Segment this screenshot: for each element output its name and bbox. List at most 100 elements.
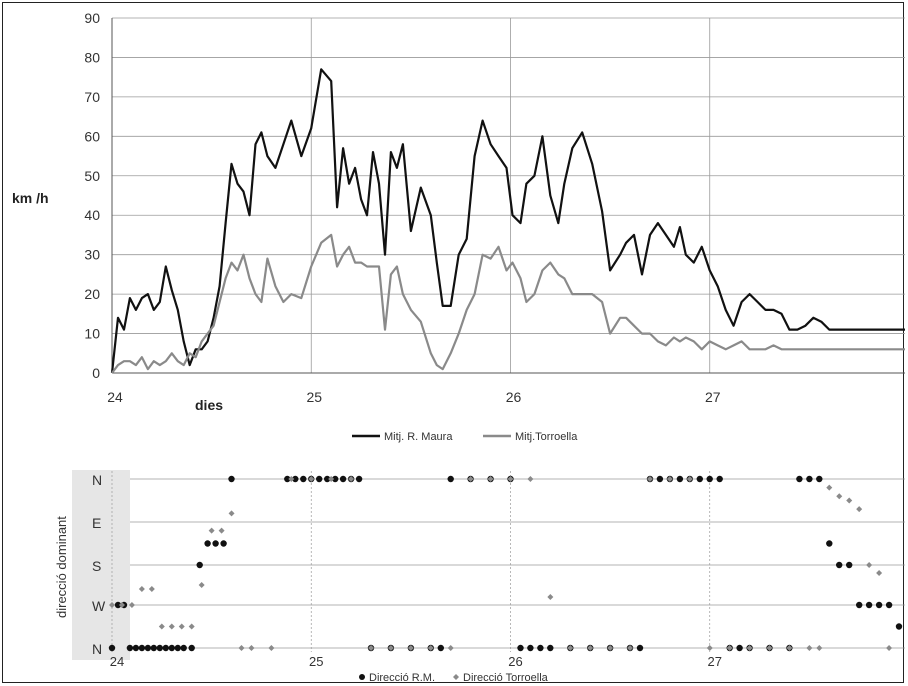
legend-label-1: Direcció R.M.	[369, 672, 435, 684]
y-tick-label: 0	[92, 365, 100, 381]
direction-point-torroella	[886, 645, 893, 651]
y-tick-label: 10	[84, 326, 100, 342]
direction-point-rm	[196, 561, 203, 569]
direction-point-rm	[174, 644, 181, 652]
legend-label-2: Direcció Torroella	[463, 672, 549, 684]
top-chart-axes: 0 10 20 30 40 50 60 70 80 90 24 25 26 27	[84, 10, 905, 405]
direction-point-rm	[220, 540, 227, 547]
direction-point-rm	[437, 644, 444, 652]
direction-point-rm	[856, 601, 863, 609]
y-tick-label: N	[92, 641, 102, 657]
direction-point-rm	[324, 475, 331, 483]
direction-point-torroella	[607, 645, 614, 651]
x-tick-label: 25	[309, 654, 323, 669]
direction-point-rm	[865, 601, 873, 609]
direction-point-rm	[132, 644, 140, 652]
direction-point-torroella	[567, 645, 574, 651]
legend-swatch-2	[453, 674, 459, 680]
direction-point-torroella	[188, 623, 195, 630]
direction-point-rm	[736, 644, 743, 652]
direction-point-torroella	[856, 506, 863, 513]
direction-point-rm	[816, 475, 823, 483]
y-tick-label: 20	[84, 286, 100, 302]
top-chart-legend: Mitj. R. Maura Mitj.Torroella	[352, 431, 578, 443]
direction-point-rm	[144, 644, 152, 652]
x-tick-label: 27	[705, 389, 721, 405]
direction-point-torroella	[109, 602, 115, 608]
direction-point-rm	[188, 644, 195, 652]
top-x-axis-label: dies	[195, 397, 223, 413]
x-tick-label: 25	[306, 389, 322, 405]
direction-point-rm	[527, 644, 534, 652]
direction-point-torroella	[646, 476, 653, 482]
direction-point-torroella	[487, 476, 494, 482]
direction-point-torroella	[238, 645, 245, 651]
direction-point-rm	[114, 601, 122, 609]
x-tick-label: 26	[508, 654, 522, 669]
direction-point-rm	[355, 475, 363, 483]
direction-point-rm	[162, 644, 169, 652]
direction-point-rm	[339, 475, 347, 483]
y-tick-label: 90	[84, 10, 100, 26]
direction-point-rm	[716, 475, 723, 483]
x-tick-label: 27	[708, 654, 722, 669]
y-tick-label: E	[92, 515, 101, 531]
legend-label-2: Mitj.Torroella	[515, 431, 578, 443]
label-band	[72, 470, 130, 660]
direction-point-rm	[885, 601, 893, 609]
direction-point-torroella	[467, 476, 474, 482]
direction-point-torroella	[786, 645, 793, 651]
direction-point-rm	[826, 540, 833, 547]
direction-point-torroella	[228, 510, 235, 517]
direction-point-rm	[168, 644, 175, 652]
y-tick-label: 50	[84, 168, 100, 184]
y-tick-label: 60	[84, 128, 100, 144]
direction-point-rm	[696, 475, 703, 483]
top-chart-series	[110, 68, 905, 374]
direction-point-torroella	[866, 562, 873, 568]
direction-point-torroella	[148, 586, 155, 592]
y-tick-label: N	[92, 472, 102, 488]
series-line-1	[110, 68, 905, 374]
direction-point-torroella	[198, 582, 205, 588]
legend-swatch-1	[359, 674, 365, 680]
direction-point-torroella	[178, 623, 185, 630]
direction-point-rm	[447, 475, 454, 483]
direction-point-rm	[517, 644, 524, 652]
direction-point-rm	[676, 475, 684, 483]
direction-point-torroella	[816, 645, 823, 651]
direction-point-rm	[537, 644, 544, 652]
direction-point-torroella	[138, 586, 145, 592]
direction-point-rm	[204, 540, 211, 547]
direction-point-torroella	[208, 527, 215, 534]
direction-point-rm	[212, 540, 219, 547]
direction-point-torroella	[826, 484, 833, 491]
direction-point-torroella	[876, 570, 883, 576]
direction-point-rm	[332, 475, 339, 483]
direction-point-torroella	[218, 527, 225, 534]
direction-point-rm	[846, 561, 853, 569]
direction-point-torroella	[118, 602, 125, 608]
y-tick-label: 40	[84, 207, 100, 223]
direction-point-torroella	[168, 623, 175, 630]
direction-point-torroella	[666, 476, 673, 482]
bottom-chart-axes: N E S W N 24 25 26 27	[92, 472, 722, 669]
direction-point-rm	[316, 475, 323, 483]
direction-point-torroella	[746, 645, 753, 651]
direction-point-torroella	[328, 476, 335, 482]
bottom-y-axis-label: direcció dominant	[54, 516, 69, 618]
direction-point-rm	[636, 644, 644, 652]
direction-point-rm	[806, 475, 813, 483]
y-tick-label: S	[92, 558, 101, 574]
bottom-chart-legend: Direcció R.M. Direcció Torroella	[359, 672, 549, 684]
direction-point-torroella	[846, 497, 853, 504]
direction-point-rm	[150, 644, 157, 652]
direction-point-rm	[836, 561, 843, 569]
direction-point-torroella	[308, 476, 315, 482]
y-tick-label: W	[92, 598, 106, 614]
top-chart-grid	[111, 17, 905, 374]
direction-point-rm	[284, 475, 291, 483]
direction-point-torroella	[268, 645, 275, 651]
